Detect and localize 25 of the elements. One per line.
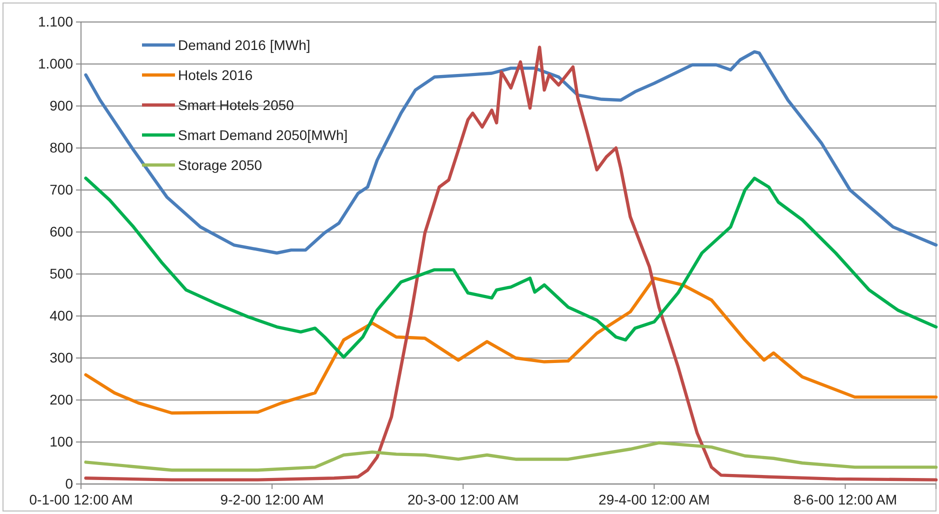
y-tick-label: 0: [65, 475, 74, 492]
x-tick-label: 29-4-00 12:00 AM: [598, 492, 710, 508]
legend-label: Smart Hotels 2050: [178, 96, 294, 113]
y-tick-label: 300: [50, 349, 74, 366]
y-tick-label: 100: [50, 433, 74, 450]
x-tick-label: 9-2-00 12:00 AM: [220, 492, 324, 508]
legend-label: Smart Demand 2050[MWh]: [178, 126, 348, 143]
y-tick-label: 1.100: [38, 13, 74, 30]
legend-label: Demand 2016 [MWh]: [178, 36, 310, 53]
y-tick-label: 600: [50, 223, 74, 240]
line-series: [84, 176, 938, 359]
y-tick-label: 400: [50, 307, 74, 324]
y-tick-label: 700: [50, 181, 74, 198]
legend-label: Hotels 2016: [178, 66, 253, 83]
x-tick-label: 20-3-00 12:00 AM: [407, 492, 519, 508]
x-tick-label: 0-1-00 12:00 AM: [29, 492, 133, 508]
y-tick-label: 200: [50, 391, 74, 408]
line-series: [84, 441, 938, 472]
line-series: [84, 276, 938, 415]
y-tick-label: 500: [50, 265, 74, 282]
legend-label: Storage 2050: [178, 156, 262, 173]
y-tick-label: 800: [50, 139, 74, 156]
y-tick-label: 900: [50, 97, 74, 114]
y-tick-label: 1.000: [38, 55, 74, 72]
x-tick-label: 8-6-00 12:00 AM: [793, 492, 898, 508]
